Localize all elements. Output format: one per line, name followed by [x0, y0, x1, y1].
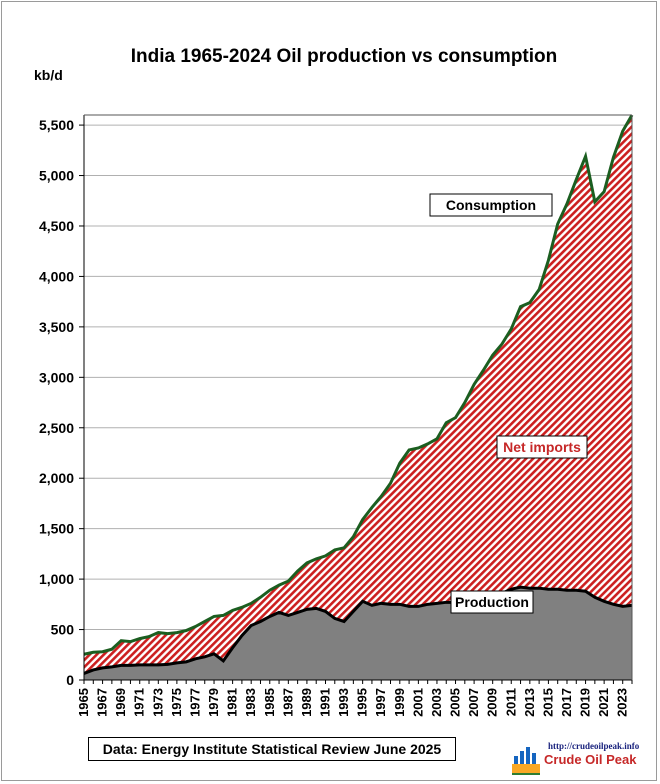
crude-oil-peak-logo: http://crudeoilpeak.info Crude Oil Peak [510, 740, 650, 778]
x-tick-label: 1989 [299, 688, 314, 717]
x-tick-label: 2017 [559, 688, 574, 717]
x-tick-label: 1965 [76, 688, 91, 717]
logo-url: http://crudeoilpeak.info [548, 741, 640, 751]
x-tick-label: 2023 [615, 688, 630, 717]
x-tick-label: 1985 [262, 688, 277, 717]
y-tick-label: 3,500 [39, 319, 74, 335]
x-tick-label: 1973 [150, 688, 165, 717]
net-imports-label-box [496, 435, 588, 459]
x-tick-label: 2021 [596, 688, 611, 717]
y-tick-label: 2,000 [39, 470, 74, 486]
x-tick-label: 1999 [392, 688, 407, 717]
x-tick-label: 2005 [448, 688, 463, 717]
x-tick-label: 1969 [113, 688, 128, 717]
logo-name: Crude Oil Peak [544, 752, 637, 767]
x-tick-labels: 1965 1967 1969 1971 1973 1975 1977 1979 1981 1983… [76, 688, 630, 717]
x-tick-label: 1995 [355, 688, 370, 717]
x-tick-label: 2019 [578, 688, 593, 717]
x-tick-label: 2013 [522, 688, 537, 717]
y-tick-label: 3,000 [39, 369, 74, 385]
x-tick-label: 2003 [429, 688, 444, 717]
x-tick-label: 1971 [132, 688, 147, 717]
x-tick-label: 1975 [169, 688, 184, 717]
y-tick-label: 5,500 [39, 117, 74, 133]
x-tick-label: 2009 [485, 688, 500, 717]
y-tick-label: 5,000 [39, 168, 74, 184]
x-tick-label: 1977 [187, 688, 202, 717]
annotations: Consumption Net imports Production [429, 193, 588, 614]
x-tick-label: 2007 [466, 688, 481, 717]
y-axis-unit: kb/d [34, 67, 63, 83]
y-tick-label: 1,500 [39, 521, 74, 537]
net-imports-label: Net imports [503, 439, 581, 455]
x-tick-label: 1991 [317, 688, 332, 717]
y-tick-label: 4,000 [39, 268, 74, 284]
x-tick-label: 2001 [410, 688, 425, 717]
data-source-note: Data: Energy Institute Statistical Revie… [88, 737, 456, 761]
consumption-line [83, 114, 634, 656]
x-tick-label: 1997 [373, 688, 388, 717]
consumption-label-box [429, 193, 553, 217]
oil-barrel-chart-icon [512, 747, 540, 775]
y-tick-label: 0 [66, 672, 74, 688]
y-tick-label: 500 [51, 622, 75, 638]
y-tick-label: 1,000 [39, 571, 74, 587]
chart-title: India 1965-2024 Oil production vs consum… [131, 46, 558, 67]
consumption-label: Consumption [446, 197, 536, 213]
y-tick-labels: 0 500 1,000 1,500 2,000 2,500 3,000 3,500 4,000 4… [39, 117, 74, 688]
x-tick-label: 2015 [540, 688, 555, 717]
production-line [83, 585, 633, 675]
x-tick-label: 1987 [280, 688, 295, 717]
net-imports-area [84, 115, 632, 674]
axes [79, 114, 633, 684]
production-label-box [450, 590, 534, 614]
y-tick-label: 2,500 [39, 420, 74, 436]
x-tick-label: 1967 [95, 688, 110, 717]
x-tick-label: 2011 [503, 688, 518, 716]
x-tick-label: 1983 [243, 688, 258, 717]
x-tick-label: 1981 [225, 688, 240, 717]
x-tick-label: 1979 [206, 688, 221, 717]
production-label: Production [455, 594, 529, 610]
y-tick-label: 4,500 [39, 218, 74, 234]
x-tick-label: 1993 [336, 688, 351, 717]
